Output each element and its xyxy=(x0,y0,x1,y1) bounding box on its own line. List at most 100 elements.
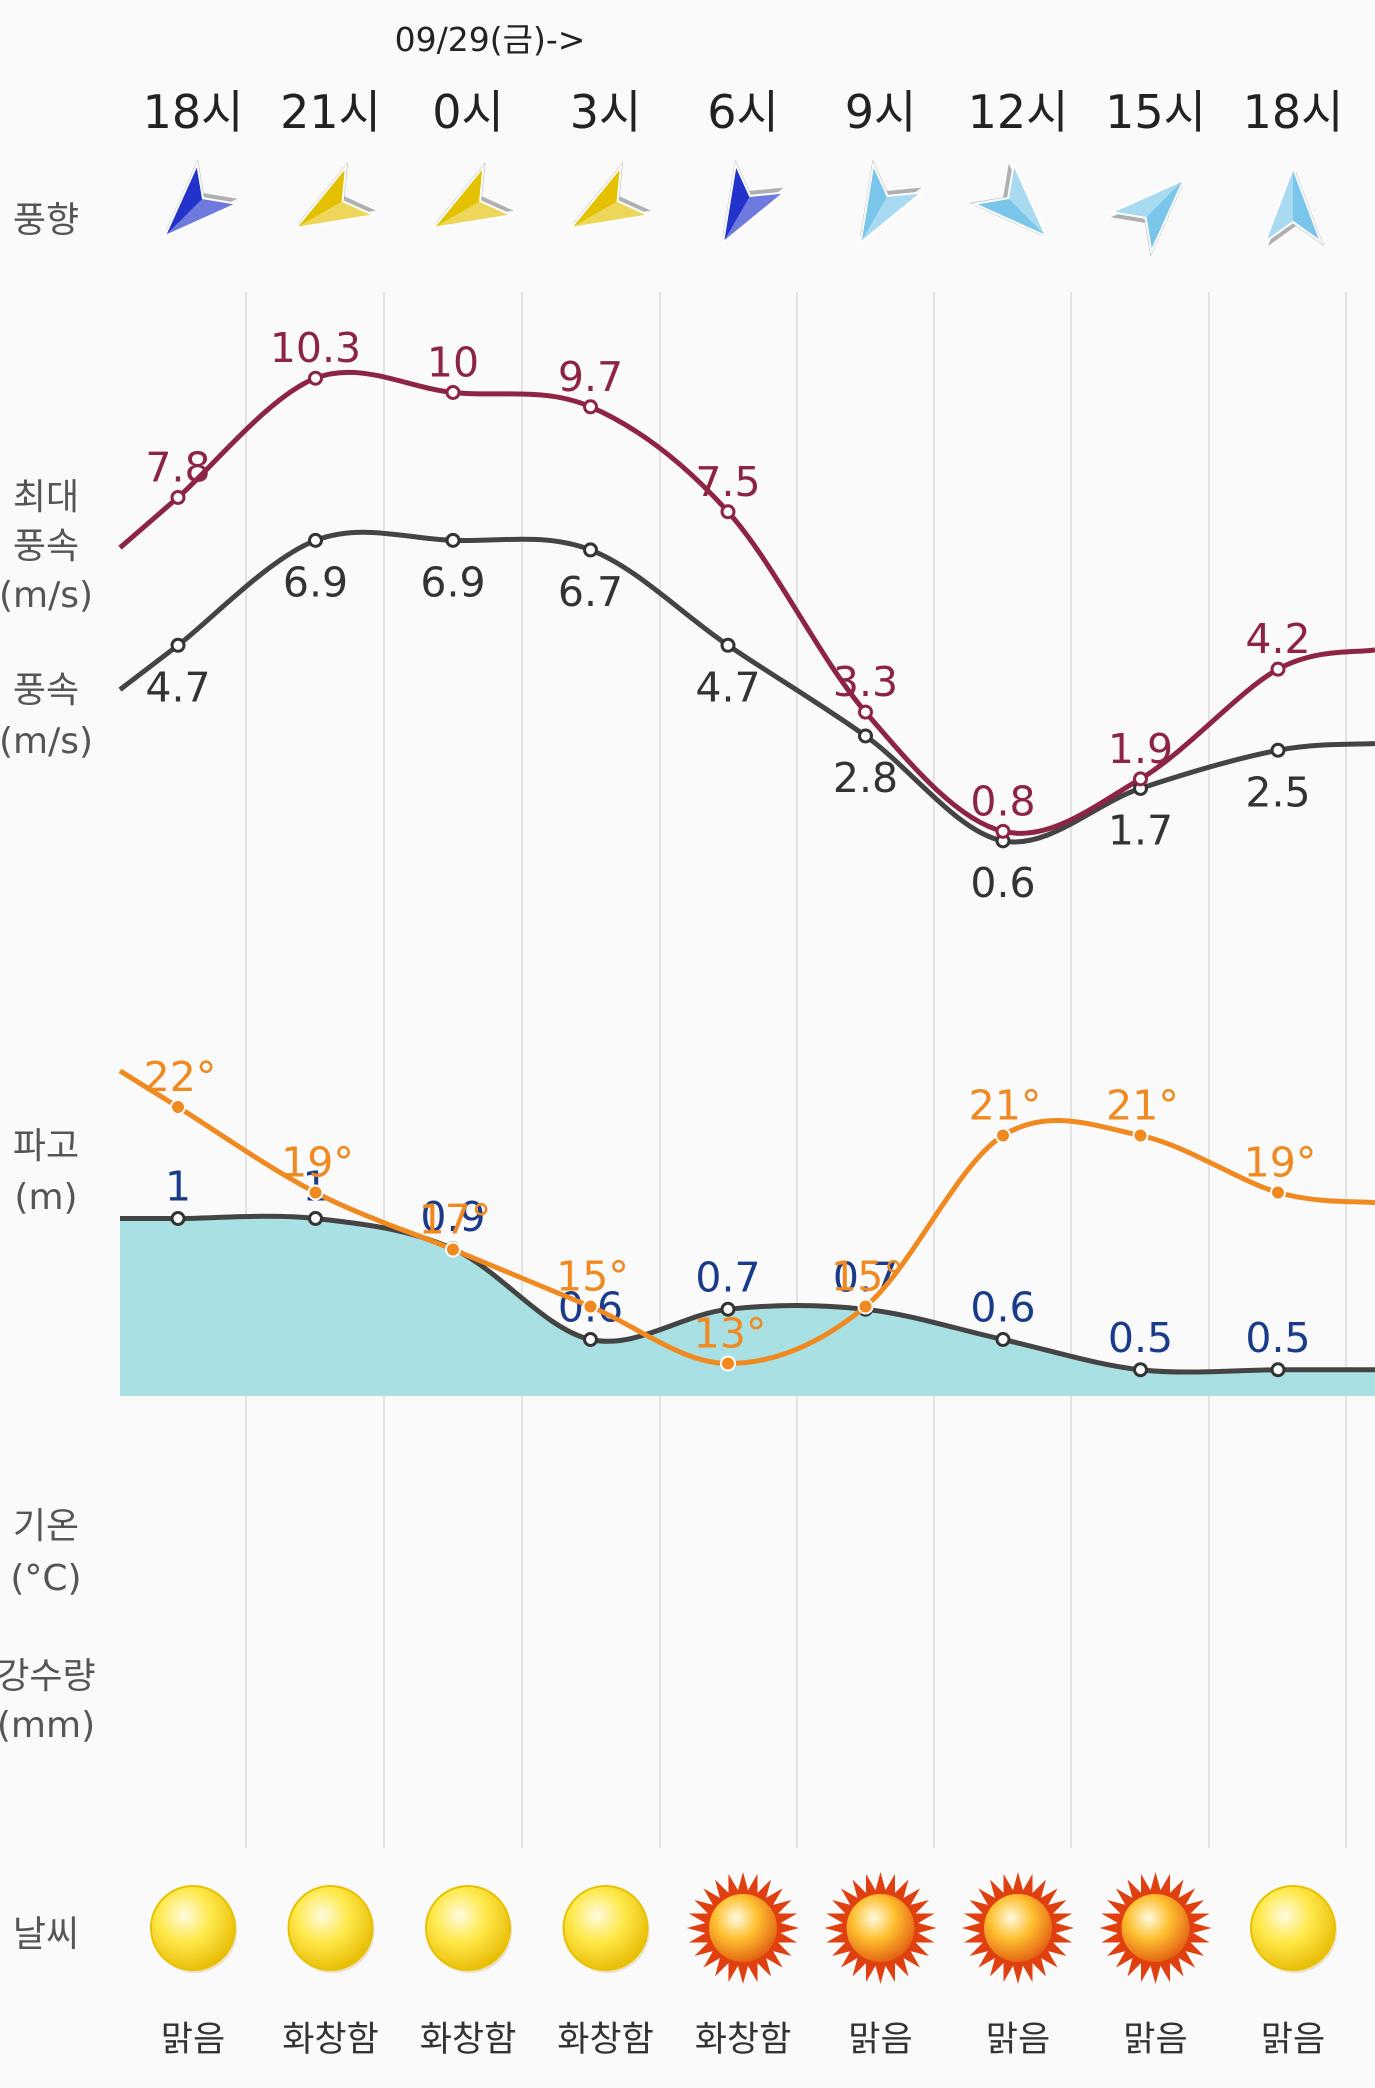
wave-point xyxy=(1133,1362,1148,1378)
max-wind-point xyxy=(445,385,461,400)
wind-speed-point xyxy=(170,637,186,653)
wind-arrow-body xyxy=(1262,165,1324,245)
wind-arrow-highlight xyxy=(433,201,512,228)
wind-speed-point xyxy=(720,637,736,653)
hour-labels: 18시 21시 0시 3시 6시 9시 12시 15시 18시 xyxy=(143,85,1344,139)
temperature-value-label: 15° xyxy=(556,1253,629,1301)
hour-label: 0시 xyxy=(432,85,504,139)
max-wind-label-1: 최대 xyxy=(13,477,79,518)
max-wind-value-label: 10 xyxy=(427,339,479,387)
max-wind-value-label: 7.8 xyxy=(145,443,210,491)
wind-speed-point xyxy=(583,542,598,558)
wind-arrow-highlight xyxy=(295,201,374,228)
sun-disc xyxy=(1121,1894,1190,1962)
wave-point xyxy=(583,1332,598,1347)
grid-lines xyxy=(245,292,1347,1848)
date-label: 09/29(금)-> xyxy=(395,20,586,59)
weather-label: 화창함 xyxy=(557,2020,654,2060)
max-wind-point xyxy=(583,399,598,415)
sun-disc xyxy=(709,1894,777,1962)
wind-speed-value-label: 4.7 xyxy=(695,663,760,711)
wind-speed-value-label: 6.9 xyxy=(420,558,485,606)
wind-speed-value-label: 6.9 xyxy=(283,558,348,606)
temperature-value-label: 13° xyxy=(694,1310,767,1358)
max-wind-point xyxy=(1270,661,1286,677)
weather-label: 날씨 xyxy=(13,1914,79,1955)
wave-value-label: 0.9 xyxy=(420,1193,485,1241)
temperature-value-label: 19° xyxy=(281,1139,354,1187)
temperature-point xyxy=(720,1355,736,1372)
max-wind-point xyxy=(858,704,873,720)
temp-unit: (°C) xyxy=(10,1558,81,1599)
temperature-value-label: 17° xyxy=(419,1196,492,1244)
max-wind-line xyxy=(118,369,1375,836)
sun-icon xyxy=(287,1885,375,1973)
wind-dir-label: 풍향 xyxy=(13,200,79,241)
wind-arrow-icon xyxy=(721,159,788,246)
wind-arrow-body xyxy=(1108,177,1186,256)
wave-label: 파고 xyxy=(13,1126,79,1167)
wind-speed-lines: 4.7 6.9 6.9 6.7 4.7 2.8 0.6 1.7 2.5 7.8 10.3 10 9.7 7… xyxy=(118,324,1375,907)
sunny-burst-icon xyxy=(824,1872,937,1984)
hour-label: 12시 xyxy=(968,85,1069,139)
temp-label: 기온 xyxy=(13,1506,79,1547)
sun-icon xyxy=(425,1885,512,1973)
temperature-line-path xyxy=(118,1068,1375,1367)
max-wind-value-label: 7.5 xyxy=(695,458,760,506)
hour-label: 3시 xyxy=(570,85,642,139)
sun-icon xyxy=(562,1885,650,1973)
sun-disc xyxy=(150,1885,236,1971)
max-wind-value-label: 3.3 xyxy=(833,658,898,706)
wind-speed-value-label: 0.6 xyxy=(970,859,1035,907)
sun-disc xyxy=(287,1885,374,1971)
weather-row: 맑음 화창함 화창함 화창함 화창함 맑음 맑음 맑음 맑음 xyxy=(150,1872,1337,2060)
weather-label: 맑음 xyxy=(1261,2020,1325,2060)
wind-arrow-body xyxy=(430,163,515,230)
weather-label: 화창함 xyxy=(420,2020,517,2060)
sun-disc xyxy=(425,1885,511,1971)
temperature-point xyxy=(1132,1127,1149,1144)
weather-label: 맑음 xyxy=(848,2020,912,2060)
wave-height-area: 110.90.60.70.70.60.50.5 xyxy=(120,1163,1375,1396)
wind-arrow-icon xyxy=(293,162,378,230)
wind-arrow-icon xyxy=(568,162,653,230)
sun-icon xyxy=(1250,1885,1337,1973)
wind-arrow-highlight xyxy=(1008,164,1047,237)
wave-area-fill xyxy=(120,1216,1375,1396)
hour-label: 18시 xyxy=(1243,85,1344,139)
temperature-value-label: 15° xyxy=(831,1253,904,1301)
weather-label: 화창함 xyxy=(282,2020,379,2060)
max-wind-unit: (m/s) xyxy=(0,575,93,616)
wind-speed-value-label: 6.7 xyxy=(558,568,623,616)
wave-unit: (m) xyxy=(14,1177,77,1218)
wind-arrow-body xyxy=(568,163,653,230)
wind-speed-point xyxy=(858,728,873,744)
sun-disc xyxy=(562,1885,649,1971)
max-wind-point xyxy=(1133,771,1148,787)
wind-speed-value-label: 1.7 xyxy=(1108,806,1173,854)
temperature-value-label: 21° xyxy=(1106,1082,1179,1130)
wind-arrow-body xyxy=(293,163,378,230)
wind-unit: (m/s) xyxy=(0,721,93,762)
sunny-burst-icon xyxy=(1099,1872,1212,1984)
max-wind-label-2: 풍속 xyxy=(13,526,79,567)
wind-direction-arrows xyxy=(162,159,1324,257)
sun-icon xyxy=(150,1885,237,1973)
wind-arrow-icon xyxy=(1108,177,1186,257)
sun-disc xyxy=(984,1894,1052,1962)
temperature-point xyxy=(1270,1184,1286,1201)
max-wind-value-label: 9.7 xyxy=(558,353,623,401)
wave-value-label: 0.7 xyxy=(833,1253,898,1301)
wind-speed-value-label: 2.5 xyxy=(1245,768,1310,816)
sun-disc xyxy=(1250,1885,1336,1971)
wind-arrow-body xyxy=(721,161,788,246)
temperature-point xyxy=(995,1127,1011,1144)
wave-value-label: 0.7 xyxy=(695,1253,760,1301)
wind-arrow-highlight xyxy=(570,201,649,228)
wave-value-label: 0.5 xyxy=(1245,1314,1310,1362)
wind-arrow-icon xyxy=(859,159,925,246)
temperature-point xyxy=(307,1184,324,1201)
wind-label: 풍속 xyxy=(13,670,79,711)
wind-speed-value-label: 2.8 xyxy=(833,754,898,802)
